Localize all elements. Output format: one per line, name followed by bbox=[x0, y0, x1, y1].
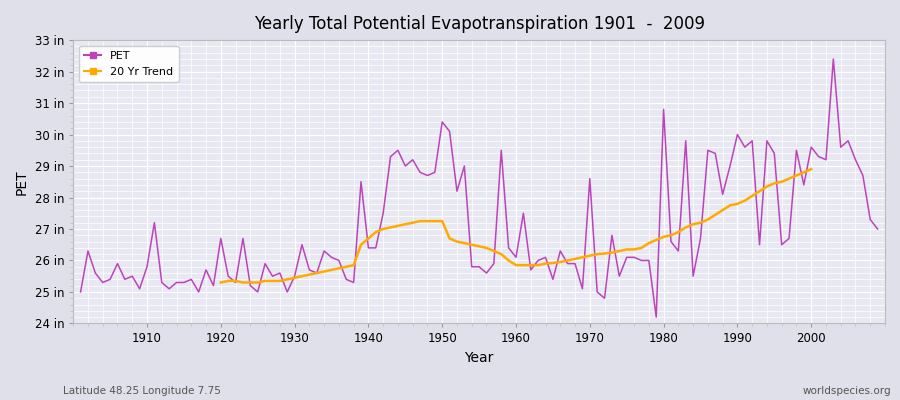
X-axis label: Year: Year bbox=[464, 351, 494, 365]
Text: Latitude 48.25 Longitude 7.75: Latitude 48.25 Longitude 7.75 bbox=[63, 386, 220, 396]
Title: Yearly Total Potential Evapotranspiration 1901  -  2009: Yearly Total Potential Evapotranspiratio… bbox=[254, 15, 705, 33]
Legend: PET, 20 Yr Trend: PET, 20 Yr Trend bbox=[79, 46, 178, 82]
Text: worldspecies.org: worldspecies.org bbox=[803, 386, 891, 396]
Y-axis label: PET: PET bbox=[15, 169, 29, 194]
